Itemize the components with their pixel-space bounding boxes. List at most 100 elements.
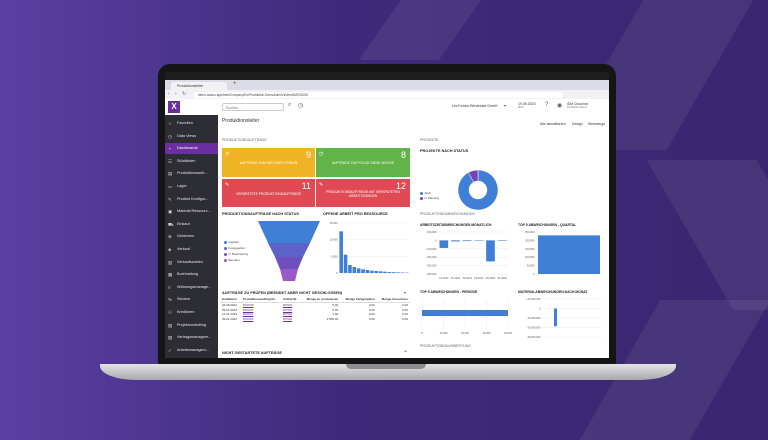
design-link[interactable]: Design: [572, 122, 583, 126]
reload-icon[interactable]: ↻: [182, 91, 186, 97]
user-info[interactable]: IDM Cloud bot Produktion Demo: [567, 102, 588, 110]
laptop-notch: [346, 364, 426, 369]
bar: [348, 265, 352, 273]
new-tab-icon[interactable]: +: [233, 81, 237, 87]
currency-icon: ¤: [168, 282, 171, 293]
table-cell: 09.01.2022: [220, 317, 241, 322]
bar: [357, 268, 361, 273]
sidebar-item-stücklisten[interactable]: ☰Stücklisten: [165, 156, 218, 167]
bar: [388, 272, 392, 273]
kpi-orders-week[interactable]: ◷ 8 AUFTRÄGE ZUR FOLGE DIESE WOCHE: [316, 148, 410, 177]
sidebar-item-lager[interactable]: ▭Lager: [165, 181, 218, 192]
history-icon[interactable]: ◷: [298, 102, 303, 109]
sidebar-item-kreditoren[interactable]: ⚇Kreditoren: [165, 307, 218, 318]
sidebar-item-produkt-konfigur[interactable]: ✎ Produkt Konfigur...: [165, 194, 218, 205]
projects-by-status-title: PROJEKTE NACH STATUS: [420, 149, 468, 153]
top5-quarter-title: TOP 5 ABWEICHUNGEN - QUARTAL: [518, 223, 576, 227]
monthly-time-deviation-chart: 100,0000-100,000-200,000-300,000-400,000…: [418, 229, 512, 287]
sidebar-item-data-views[interactable]: ◷Data Views: [165, 131, 218, 142]
tick-label: 200,000: [525, 238, 535, 242]
forward-icon[interactable]: ›: [175, 91, 177, 97]
bar: [353, 267, 357, 273]
kpi-orders-today[interactable]: ◷ 9 AUFTRÄGE ZUM HEUTIGEN TERMIN: [222, 148, 315, 177]
background-shape: [647, 160, 768, 310]
bar: [463, 240, 472, 241]
bar: [486, 240, 495, 261]
table-cell[interactable]: RP501: [281, 317, 301, 322]
company-selector[interactable]: LexTronics Wholesale GmbH: [452, 104, 497, 108]
tick-label: 0: [435, 238, 437, 242]
tick-label: 150,000: [525, 247, 535, 251]
sidebar-item-verkauf[interactable]: ◈ Verkauf: [165, 244, 218, 255]
sidebar-item-arbeitsmanagem[interactable]: ✓Arbeitsmanagem...: [165, 345, 218, 356]
sidebar-item-produktionsauftr[interactable]: ▤Produktionsauftr...: [165, 168, 218, 179]
sidebar-item-einkauf[interactable]: ⛟Einkauf: [165, 219, 218, 230]
tick-label: -200,000: [426, 255, 437, 259]
orders-by-status-title: PRODUKTIONSAUFTRÄGE NACH STATUS: [222, 212, 299, 216]
help-icon[interactable]: ?: [545, 102, 548, 108]
bar: [498, 240, 507, 241]
sidebar-item-favoriten[interactable]: ☆Favoriten: [165, 118, 218, 129]
dashboard-icon: ◑: [168, 143, 171, 154]
category-label: 03.2023: [462, 276, 472, 280]
avatar[interactable]: ◉: [557, 102, 562, 109]
app-logo[interactable]: X: [168, 101, 180, 113]
sidebar-item-vertragsmanagem[interactable]: ▨Vertragsmanagem...: [165, 332, 218, 343]
sidebar-item-geldzinen[interactable]: ⊕Geldzinen: [165, 231, 218, 242]
bar: [383, 272, 387, 273]
tick-label: +15,000,000: [526, 297, 541, 301]
tag-icon: ◈: [168, 244, 171, 255]
material-deviation-chart: +15,000,0000-15,000,000-30,000,000-45,00…: [516, 296, 606, 342]
legend-beendet: Beendet: [224, 258, 240, 262]
refresh-all-link[interactable]: Alle aktualisieren: [540, 122, 566, 126]
bar: [370, 271, 374, 273]
sidebar-item-label: Lager: [177, 181, 187, 192]
sidebar-item-label: Data Views: [177, 131, 196, 142]
sidebar-item-label: Verkauf: [177, 244, 190, 255]
sidebar-item-dashboards[interactable]: ◑ Dashboards: [165, 143, 218, 154]
back-icon[interactable]: ‹: [168, 91, 170, 97]
sidebar-item-buchhaltung[interactable]: ▦Buchhaltung: [165, 269, 218, 280]
search-input[interactable]: Suchen...: [222, 103, 284, 111]
table-cell: 0,00: [340, 317, 376, 322]
browser-tab[interactable]: Produktionsleiter: [171, 82, 227, 90]
sidebar-item-verkaufszahlen[interactable]: ▥Verkaufszahlen: [165, 257, 218, 268]
list-icon: ☰: [168, 156, 172, 167]
sidebar-item-währungsmanage[interactable]: ¤ Währungsmanage...: [165, 282, 218, 293]
bar: [344, 255, 348, 273]
sidebar-item-steuern[interactable]: %Steuern: [165, 294, 218, 305]
table-cell: 2.500,00: [301, 317, 340, 322]
search-icon[interactable]: ⌕: [288, 102, 291, 109]
wrench-icon: ✎: [168, 194, 172, 205]
bar: [366, 270, 370, 273]
section-projects: PROJEKTE: [420, 138, 438, 142]
sidebar-item-label: Produkt Konfigur...: [177, 194, 208, 205]
section-deviations: PRODUKTIONSABWEICHUNGEN: [420, 212, 475, 216]
sidebar-item-label: Währungsmanage...: [177, 282, 211, 293]
kpi-late-orders[interactable]: ✎ 11 VERSPÄTETE PRODUKTIONSAUFTRÄGE: [222, 179, 315, 207]
tick-label: -15,000,000: [527, 316, 541, 320]
table-cell[interactable]: PA0052: [241, 317, 281, 322]
add-icon[interactable]: +: [404, 349, 407, 355]
percent-icon: %: [168, 294, 172, 305]
tools-link[interactable]: Werkzeuge: [588, 122, 605, 126]
people-icon: ⚇: [168, 307, 172, 318]
sidebar-item-label: Dashboards: [177, 143, 197, 154]
date-display[interactable]: 19.09.2023 MINI: [518, 102, 536, 110]
monthly-time-deviation-title: ARBEITSZEITABWEICHUNGEN MONATLICH: [420, 223, 491, 227]
section-evaluation: PRODUKTIONSAUSWERTUNG: [420, 344, 471, 348]
sidebar-item-material-ressourc[interactable]: ▣Material Ressourc...: [165, 206, 218, 217]
project-icon: ▧: [168, 320, 172, 331]
tick-label: -100,000: [426, 247, 437, 251]
sidebar-item-projektcontrolling[interactable]: ▧Projektcontrolling: [165, 320, 218, 331]
kpi-late-operations[interactable]: ✎ 12 PRODUKTIONSAUFTRÄGE MIT VERSPÄTETEN…: [316, 179, 410, 207]
bar: [339, 231, 343, 273]
box-icon: ▣: [168, 206, 172, 217]
chevron-down-icon[interactable]: ▾: [504, 103, 506, 108]
tick-label: -300,000: [426, 264, 437, 268]
tick-label: 10,000: [440, 331, 448, 335]
url-field[interactable]: demo.avisco.app/#ctrl/Company/Ex/Produkt…: [193, 92, 563, 98]
expand-icon[interactable]: ▾: [404, 290, 406, 295]
